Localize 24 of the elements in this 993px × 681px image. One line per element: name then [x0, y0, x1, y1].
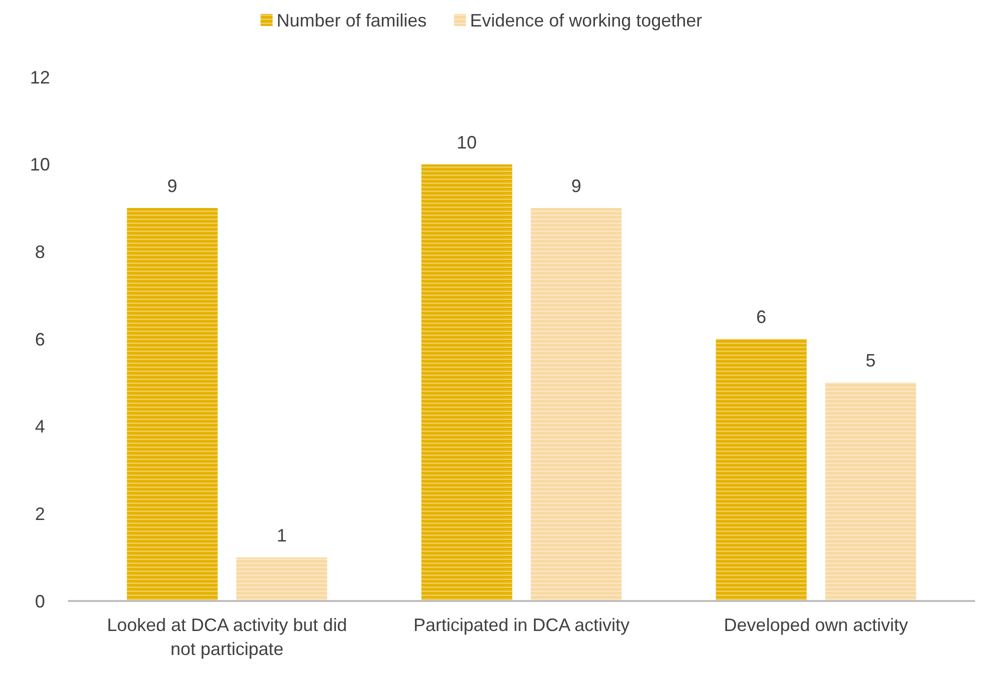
bar	[716, 339, 807, 601]
bar	[236, 557, 328, 601]
y-tick-label: 6	[34, 329, 46, 350]
bar	[825, 382, 916, 601]
x-tick-label: Looked at DCA activity but did not participate	[106, 615, 348, 659]
bar	[421, 164, 512, 601]
legend-label: Number of families	[276, 10, 427, 30]
bar	[126, 208, 218, 601]
y-tick-label: 12	[30, 67, 50, 88]
y-tick-label: 2	[34, 504, 46, 524]
data-label: 5	[866, 350, 876, 371]
y-tick-label: 10	[30, 154, 50, 175]
x-tick-label: Developed own activity	[724, 615, 908, 635]
y-tick-label: 8	[34, 242, 46, 262]
bar	[530, 208, 622, 601]
x-tick-label: Participated in DCA activity	[413, 615, 630, 635]
data-label: 1	[276, 525, 287, 546]
data-label: 6	[756, 307, 766, 327]
data-label: 10	[456, 132, 477, 152]
legend-label: Evidence of working together	[470, 10, 702, 30]
data-label: 9	[167, 176, 178, 196]
y-tick-label: 4	[34, 416, 46, 437]
y-tick-label: 0	[34, 591, 46, 612]
data-label: 9	[571, 176, 582, 196]
